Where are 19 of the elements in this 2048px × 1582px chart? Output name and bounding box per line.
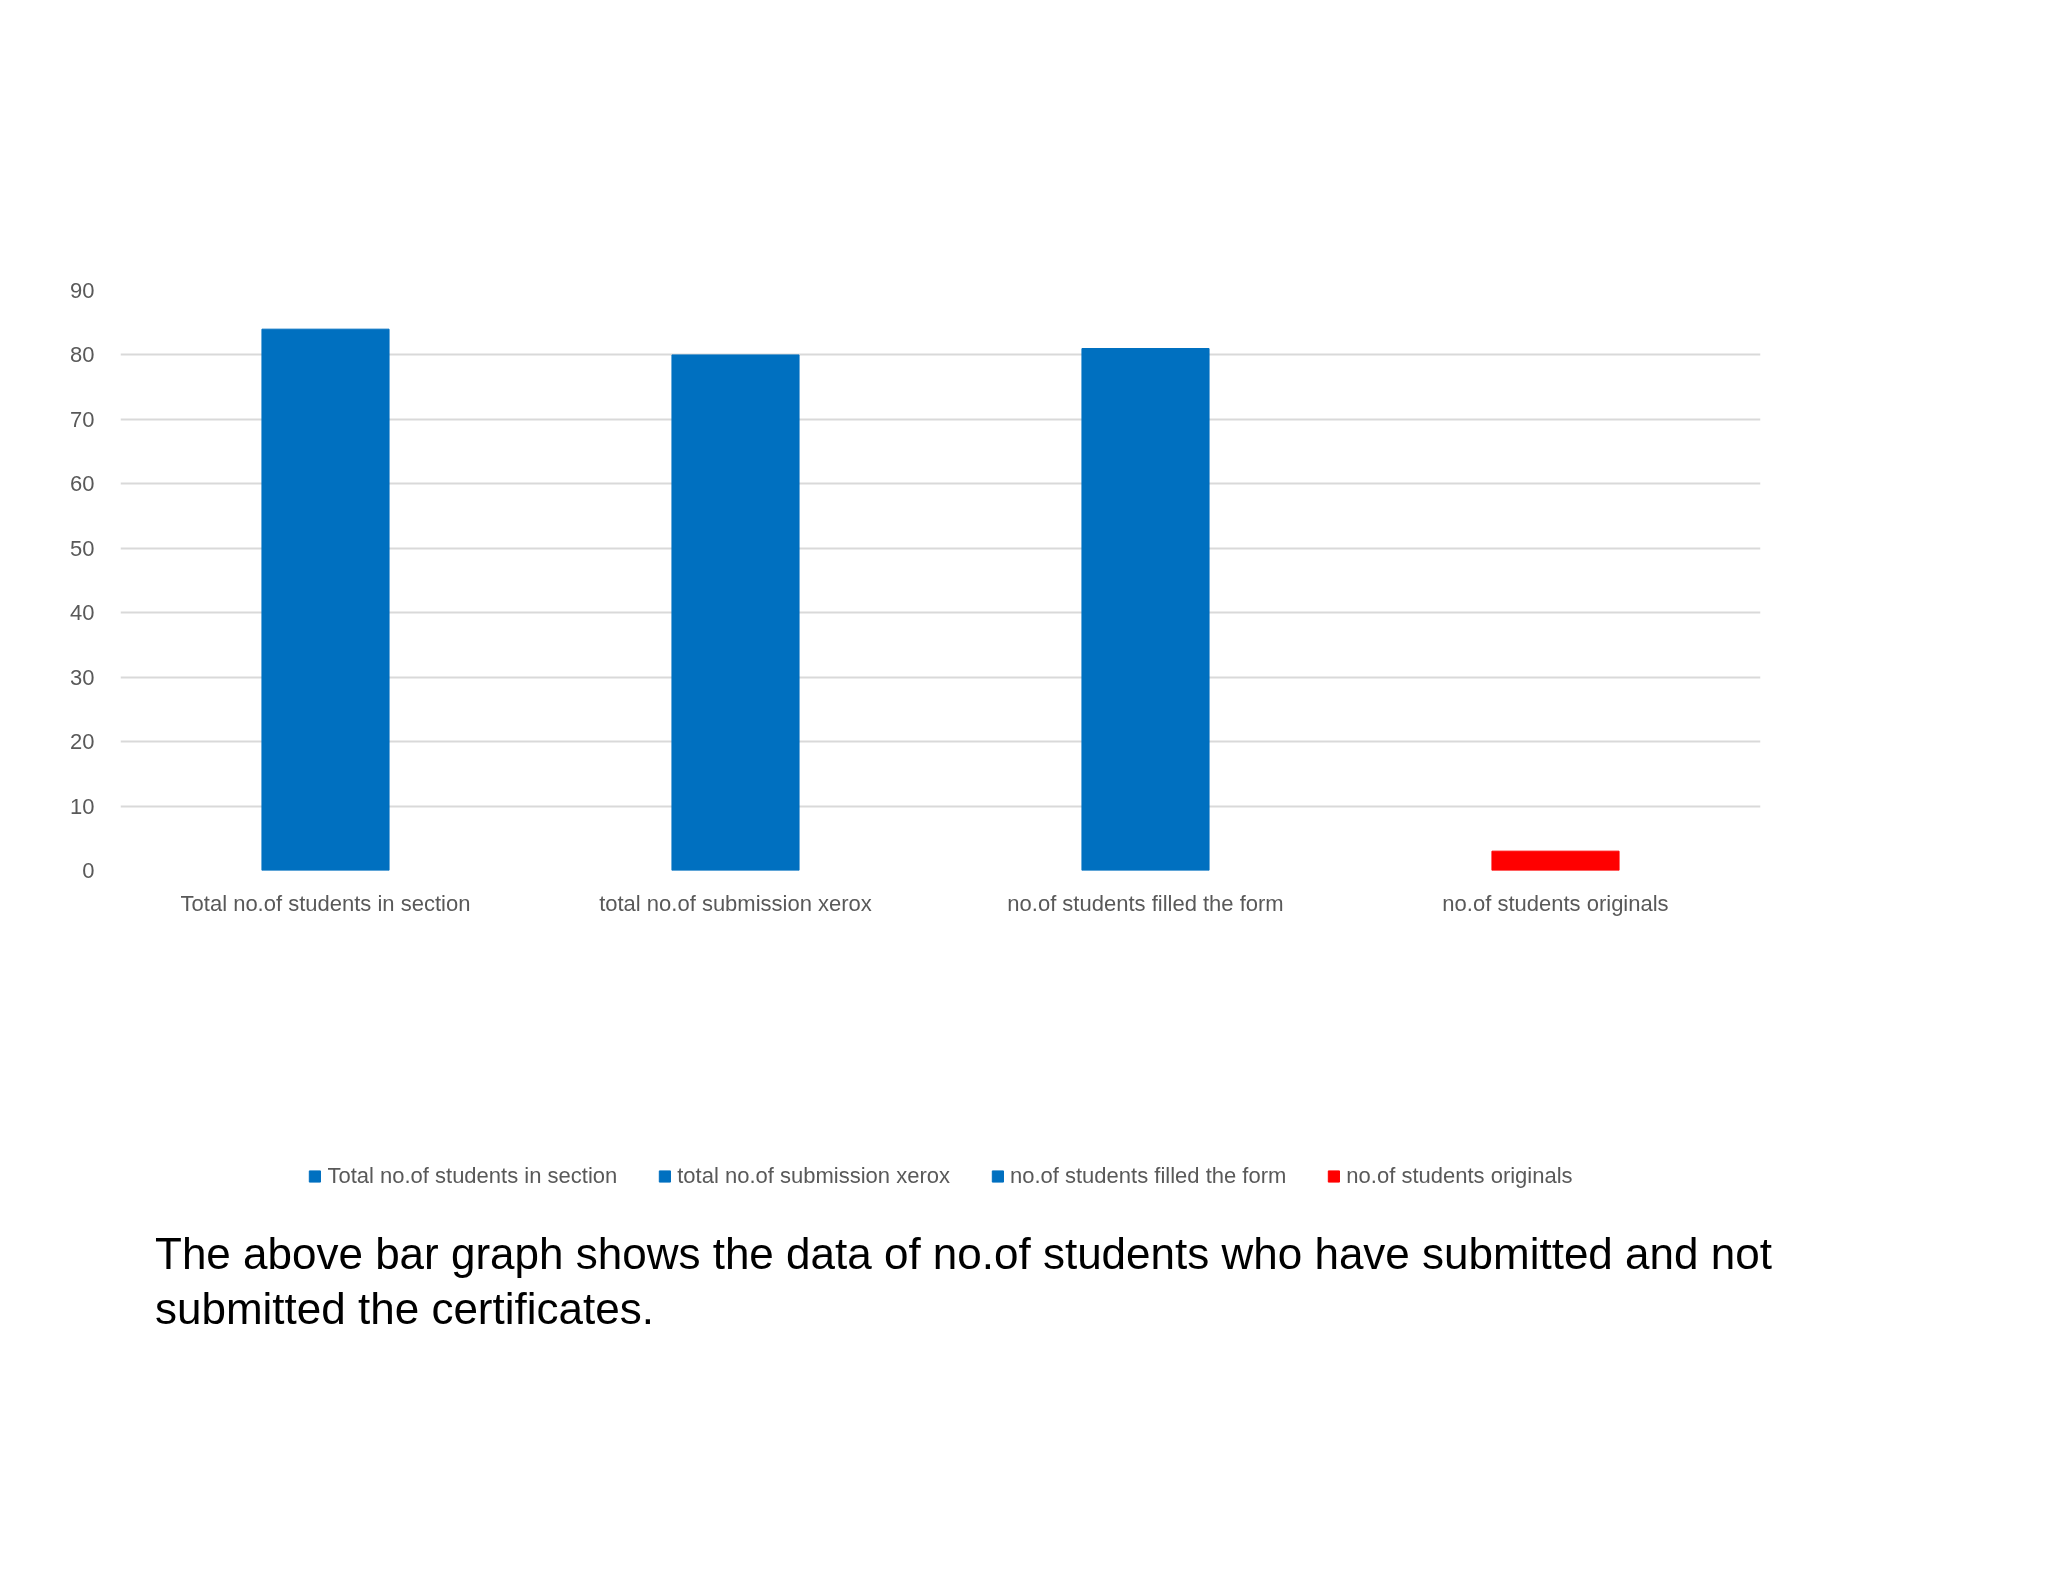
y-tick-label: 90 <box>70 278 95 303</box>
y-tick-label: 60 <box>70 471 95 497</box>
x-tick-label: no.of students filled the form <box>1007 890 1284 916</box>
y-tick-label: 70 <box>70 406 95 432</box>
legend-label: no.of students filled the form <box>1009 1163 1287 1189</box>
y-tick-label: 80 <box>70 342 95 368</box>
y-tick-label: 10 <box>70 793 95 819</box>
y-tick-label: 20 <box>70 729 95 755</box>
y-tick-label: 50 <box>70 535 95 561</box>
y-tick-label: 0 <box>82 858 95 883</box>
legend-label: no.of students originals <box>1346 1163 1573 1189</box>
x-tick-label: total no.of submission xerox <box>599 890 872 916</box>
legend-label: Total no.of students in section <box>327 1163 618 1189</box>
x-tick-label: Total no.of students in section <box>180 890 471 916</box>
x-tick-label: no.of students originals <box>1442 890 1669 916</box>
y-tick-label: 30 <box>70 664 95 690</box>
y-tick-label: 40 <box>70 600 95 626</box>
text: The above bar graph shows the data of no.of students who have submitted and not submitted the certificates. <box>155 1228 1773 1335</box>
legend-label: total no.of submission xerox <box>677 1163 950 1189</box>
